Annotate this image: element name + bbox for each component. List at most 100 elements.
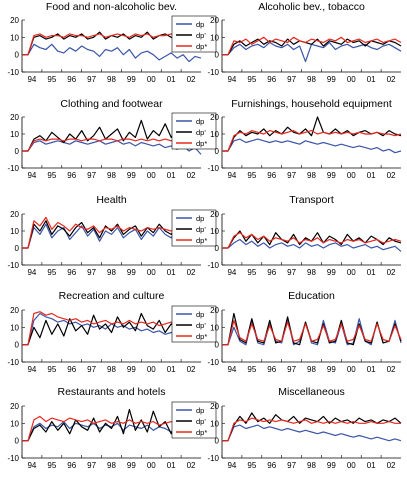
y-tick-label: -10 (7, 358, 19, 367)
x-tick-label: 94 (227, 461, 236, 470)
x-tick-label: 95 (247, 461, 256, 470)
x-tick-label: 99 (127, 268, 136, 277)
y-tick-label: 20 (10, 210, 19, 219)
y-tick-label: 10 (210, 227, 219, 236)
x-tick-label: 99 (327, 75, 336, 84)
legend-label: dp' (196, 321, 206, 330)
series-line (222, 139, 401, 153)
x-tick-label: 00 (347, 75, 356, 84)
chart-panel: Restaurants and hotels-100102094 95 96 97 98… (7, 386, 216, 470)
y-tick-label: -10 (207, 261, 219, 270)
y-tick-label: 10 (10, 130, 19, 139)
x-tick-label: 99 (127, 461, 136, 470)
x-tick-label: 02 (187, 75, 196, 84)
y-tick-label: -10 (7, 261, 19, 270)
y-tick-label: 0 (15, 147, 20, 156)
x-tick-label: 97 (87, 75, 96, 84)
chart-panel: Health-100102094 95 96 97 98 99 00 01 02dpdp'dp* (7, 194, 216, 277)
series-line (222, 425, 401, 441)
x-tick-label: 94 (227, 75, 236, 84)
chart-panel: Education -10 0 10 20 94 95 96 97 98 99 00 01 02 (207, 290, 401, 374)
x-tick-label: 00 (347, 461, 356, 470)
y-tick-label: 0 (15, 51, 20, 60)
chart-title: Health (96, 194, 127, 206)
y-tick-label: -10 (207, 68, 219, 77)
x-tick-label: 95 (247, 268, 256, 277)
x-tick-label: 01 (367, 171, 376, 180)
x-tick-label: 00 (347, 268, 356, 277)
x-tick-label: 00 (147, 461, 156, 470)
y-tick-label: 0 (215, 341, 220, 350)
chart-title: Transport (289, 194, 334, 206)
x-tick-label: 01 (167, 75, 176, 84)
chart-panel: Furnishings, household equipment-1001020… (207, 98, 401, 180)
x-tick-label: 98 (307, 268, 316, 277)
x-tick-label: 02 (387, 365, 396, 374)
x-tick-label: 01 (167, 365, 176, 374)
x-tick-label: 00 (147, 365, 156, 374)
y-tick-label: 10 (10, 323, 19, 332)
x-tick-label: 99 (127, 365, 136, 374)
x-tick-label: 94 (27, 75, 36, 84)
x-tick-label: 95 (47, 75, 56, 84)
x-tick-label: 99 (327, 268, 336, 277)
y-tick-label: 10 (210, 419, 219, 428)
y-tick-label: 20 (10, 16, 19, 25)
x-tick-label: 97 (287, 461, 296, 470)
x-tick-label: 02 (187, 461, 196, 470)
y-tick-label: -10 (207, 454, 219, 463)
y-tick-label: 20 (210, 306, 219, 315)
chart-title: Alcoholic bev., tobacco (258, 1, 365, 13)
x-tick-label: 02 (387, 171, 396, 180)
y-tick-label: 10 (210, 323, 219, 332)
legend-label: dp* (196, 42, 207, 51)
x-tick-label: 02 (387, 461, 396, 470)
x-tick-label: 98 (107, 461, 116, 470)
series-line (222, 117, 401, 151)
x-tick-label: 97 (87, 268, 96, 277)
x-tick-label: 02 (187, 365, 196, 374)
x-tick-label: 02 (387, 268, 396, 277)
x-tick-label: 97 (287, 75, 296, 84)
x-tick-label: 98 (307, 171, 316, 180)
x-tick-label: 94 (227, 365, 236, 374)
y-tick-label: 0 (215, 51, 220, 60)
x-tick-label: 94 (27, 461, 36, 470)
x-tick-label: 00 (347, 171, 356, 180)
legend-label: dp (196, 406, 204, 415)
x-tick-label: 98 (307, 461, 316, 470)
x-tick-label: 02 (387, 75, 396, 84)
legend-label: dp (196, 214, 204, 223)
x-tick-label: 94 (27, 365, 36, 374)
x-tick-label: 98 (107, 365, 116, 374)
y-tick-label: 20 (10, 402, 19, 411)
x-tick-label: 96 (267, 461, 276, 470)
x-tick-label: 94 (227, 268, 236, 277)
y-tick-label: 10 (10, 419, 19, 428)
chart-title: Education (288, 290, 335, 302)
x-tick-label: 96 (267, 268, 276, 277)
x-tick-label: 98 (307, 75, 316, 84)
y-tick-label: 0 (15, 244, 20, 253)
x-tick-label: 01 (167, 268, 176, 277)
x-tick-label: 00 (347, 365, 356, 374)
x-tick-label: 96 (67, 171, 76, 180)
x-tick-label: 99 (127, 75, 136, 84)
chart-panel: Alcoholic bev., tobacco-100102094 95 96 97 9… (207, 1, 401, 84)
y-tick-label: 0 (215, 244, 220, 253)
x-tick-label: 97 (287, 365, 296, 374)
x-tick-label: 01 (167, 171, 176, 180)
series-line (222, 231, 401, 248)
y-tick-label: 10 (210, 130, 219, 139)
x-tick-label: 00 (147, 268, 156, 277)
x-tick-label: 97 (87, 461, 96, 470)
x-tick-label: 02 (187, 171, 196, 180)
x-tick-label: 95 (247, 171, 256, 180)
chart-title: Restaurants and hotels (58, 386, 166, 398)
x-tick-label: 96 (67, 75, 76, 84)
legend-label: dp* (196, 428, 207, 437)
legend-label: dp (196, 310, 204, 319)
